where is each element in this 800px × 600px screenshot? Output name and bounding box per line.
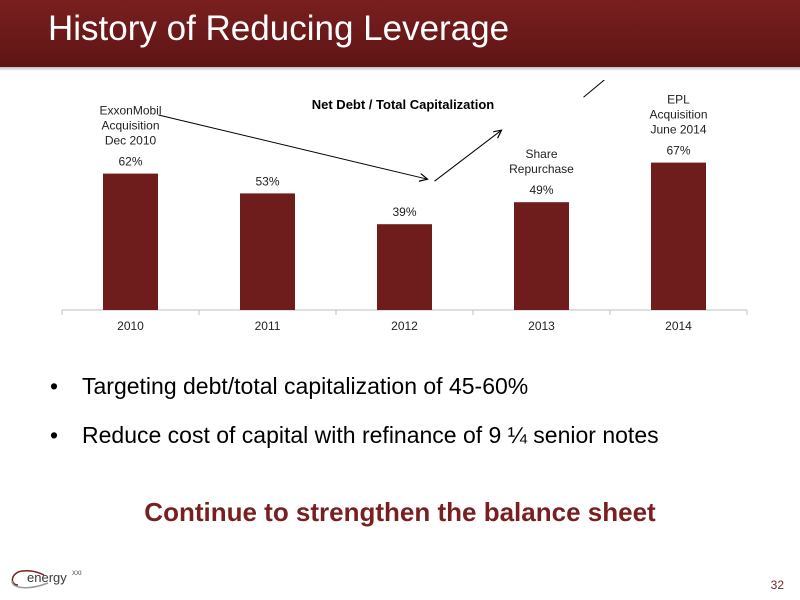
bullet-dot-icon: •: [50, 422, 59, 448]
title-bar-shadow: [0, 67, 800, 71]
trend-arrow-down: [158, 114, 428, 179]
net-debt-chart: Net Debt / Total Capitalization 62% 2010 53…: [61, 80, 748, 333]
bullet-item: • Reduce cost of capital with refinance o…: [48, 422, 659, 449]
company-logo: energy XXI: [11, 570, 82, 589]
bullet-item: • Targeting debt/total capitalization of …: [48, 373, 659, 400]
annotation-2014-line: June 2014: [650, 123, 706, 137]
annotation-2010-line: Acquisition: [101, 119, 159, 133]
page-number: 32: [770, 578, 784, 592]
slide-title: History of Reducing Leverage: [48, 9, 510, 48]
bar-2010: [103, 173, 158, 310]
annotation-2010-line: Dec 2010: [105, 134, 157, 148]
logo-swoosh-lower: [11, 580, 49, 589]
bar-2011: [240, 193, 295, 310]
annotation-2014-line: EPL: [667, 93, 690, 107]
bullet-list: • Targeting debt/total capitalization of …: [48, 373, 659, 471]
data-label-2010: 62%: [118, 155, 142, 169]
bullet-dot-icon: •: [50, 373, 59, 399]
bullet-text: Targeting debt/total capitalization of 4…: [82, 373, 529, 399]
chart-title: Net Debt / Total Capitalization: [312, 97, 495, 112]
annotation-2013-line: Repurchase: [509, 162, 574, 176]
logo-wordmark: energy: [27, 570, 67, 585]
data-label-2011: 53%: [255, 174, 279, 188]
data-label-2013: 49%: [529, 183, 553, 197]
x-tick-label-2013: 2013: [528, 319, 555, 333]
logo-superscript: XXI: [72, 571, 82, 577]
annotation-2014-line: Acquisition: [649, 108, 707, 122]
title-bar: History of Reducing Leverage: [0, 0, 800, 67]
trend-arrow-repurchase: [434, 130, 502, 182]
trend-arrow-up: [583, 80, 606, 98]
x-tick-label-2011: 2011: [255, 319, 281, 333]
data-label-2014: 67%: [666, 144, 690, 158]
bar-2014: [651, 162, 706, 310]
x-tick-label-2014: 2014: [665, 319, 692, 333]
logo-swoosh: [11, 570, 45, 586]
annotation-2010-line: ExxonMobil: [99, 104, 161, 118]
bar-2012: [377, 224, 432, 310]
bullet-text: Reduce cost of capital with refinance of…: [82, 422, 659, 448]
data-label-2012: 39%: [392, 205, 416, 219]
x-tick-label-2012: 2012: [391, 319, 418, 333]
bar-2013: [514, 202, 569, 310]
annotation-2013-line: Share: [525, 147, 557, 161]
x-tick-label-2010: 2010: [117, 319, 144, 333]
callout-text: Continue to strengthen the balance sheet: [144, 497, 656, 527]
